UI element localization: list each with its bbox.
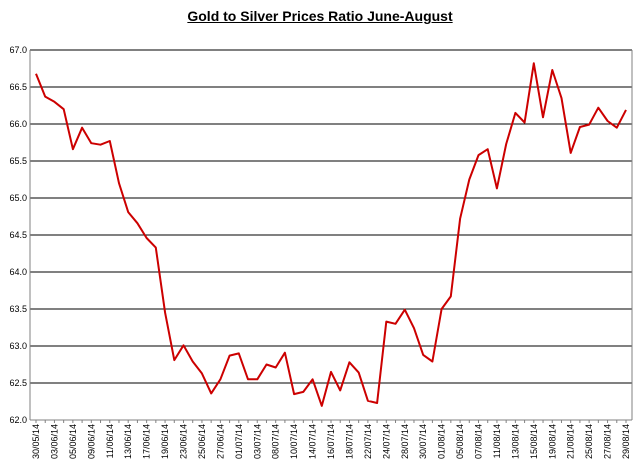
x-tick-label: 19/08/14: [547, 424, 557, 459]
x-tick-label: 01/08/14: [437, 424, 447, 459]
x-tick-label: 05/08/14: [455, 424, 465, 459]
x-tick-label: 21/08/14: [566, 424, 576, 459]
x-tick-label: 17/06/14: [142, 424, 152, 459]
x-tick-label: 28/07/14: [400, 424, 410, 459]
x-tick-label: 13/06/14: [123, 424, 133, 459]
x-tick-label: 25/08/14: [584, 424, 594, 459]
x-tick-label: 05/06/14: [68, 424, 78, 459]
x-tick-label: 27/06/14: [215, 424, 225, 459]
y-tick-label: 64.5: [9, 230, 27, 240]
x-tick-label: 19/06/14: [160, 424, 170, 459]
x-tick-label: 16/07/14: [326, 424, 336, 459]
x-tick-label: 30/07/14: [418, 424, 428, 459]
x-tick-label: 18/07/14: [344, 424, 354, 459]
y-tick-label: 62.5: [9, 378, 27, 388]
x-tick-label: 03/07/14: [252, 424, 262, 459]
y-tick-label: 64.0: [9, 267, 27, 277]
x-tick-label: 13/08/14: [510, 424, 520, 459]
x-tick-label: 27/08/14: [603, 424, 613, 459]
y-tick-label: 66.5: [9, 82, 27, 92]
y-tick-label: 63.0: [9, 341, 27, 351]
y-tick-label: 65.5: [9, 156, 27, 166]
x-tick-label: 24/07/14: [381, 424, 391, 459]
x-tick-label: 08/07/14: [271, 424, 281, 459]
y-tick-label: 65.0: [9, 193, 27, 203]
x-tick-label: 09/06/14: [86, 424, 96, 459]
x-tick-label: 01/07/14: [234, 424, 244, 459]
series-line: [35, 62, 627, 407]
x-tick-label: 11/08/14: [492, 424, 502, 458]
x-tick-label: 23/06/14: [179, 424, 189, 459]
x-tick-label: 15/08/14: [529, 424, 539, 459]
y-tick-label: 66.0: [9, 119, 27, 129]
x-tick-label: 11/06/14: [105, 424, 115, 458]
x-tick-label: 03/06/14: [49, 424, 59, 459]
y-tick-label: 63.5: [9, 304, 27, 314]
x-tick-label: 29/08/14: [621, 424, 631, 459]
x-tick-label: 30/05/14: [31, 424, 41, 459]
x-tick-label: 22/07/14: [363, 424, 373, 459]
x-tick-label: 25/06/14: [197, 424, 207, 459]
x-tick-label: 07/08/14: [474, 424, 484, 459]
x-tick-label: 14/07/14: [308, 424, 318, 459]
chart-title: Gold to Silver Prices Ratio June-August: [187, 8, 453, 24]
y-tick-label: 62.0: [9, 415, 27, 425]
x-tick-label: 10/07/14: [289, 424, 299, 459]
y-tick-label: 67.0: [9, 45, 27, 55]
